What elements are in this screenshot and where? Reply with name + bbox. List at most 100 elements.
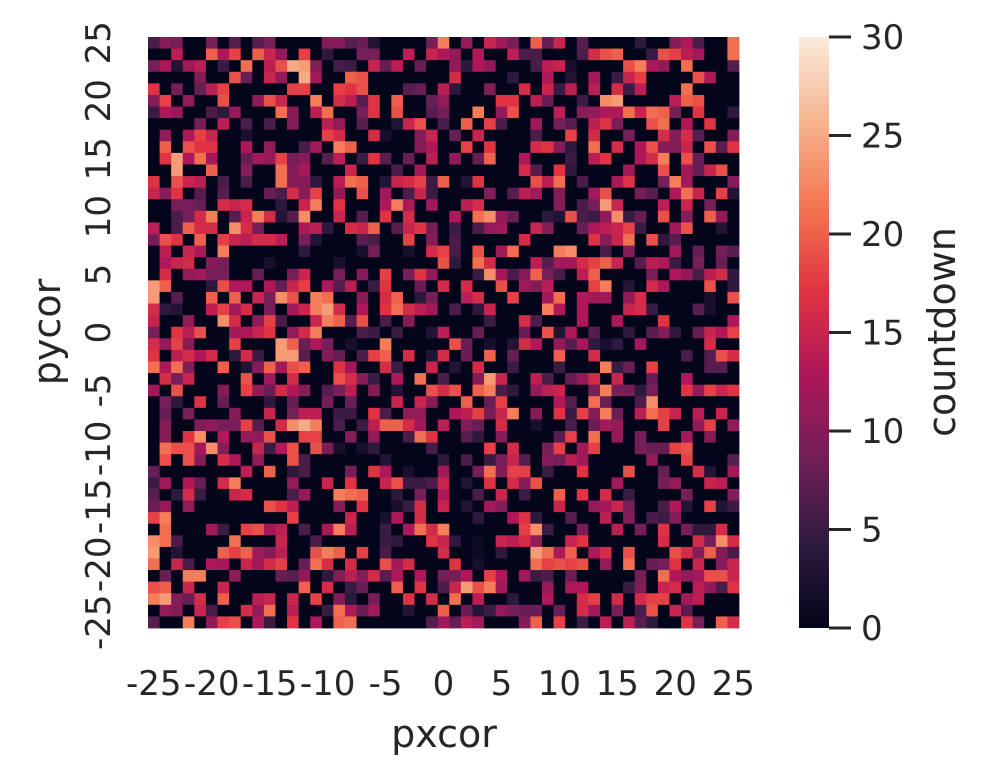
heatmap-cell — [484, 454, 496, 466]
heatmap-cell — [206, 570, 218, 582]
heatmap-cell — [252, 153, 264, 165]
heatmap-cell — [264, 605, 276, 617]
heatmap-cell — [345, 304, 357, 316]
heatmap-cell — [530, 164, 542, 176]
heatmap-cell — [380, 72, 392, 84]
heatmap-cell — [171, 118, 183, 130]
heatmap-cell — [275, 570, 287, 582]
heatmap-cell — [229, 350, 241, 362]
heatmap-cell — [507, 361, 519, 373]
heatmap-cell — [727, 164, 739, 176]
heatmap-cell — [612, 49, 624, 61]
heatmap-cell — [600, 130, 612, 142]
heatmap-cell — [554, 385, 566, 397]
heatmap-cell — [472, 83, 484, 95]
heatmap-cell — [704, 107, 716, 119]
heatmap-cell — [623, 107, 635, 119]
heatmap-cell — [658, 419, 670, 431]
heatmap-cell — [264, 257, 276, 269]
heatmap-cell — [727, 83, 739, 95]
heatmap-cell — [612, 582, 624, 594]
heatmap-cell — [716, 396, 728, 408]
heatmap-cell — [287, 234, 299, 246]
y-axis-label: pycor — [25, 278, 69, 385]
heatmap-cell — [415, 234, 427, 246]
heatmap-cell — [403, 524, 415, 536]
heatmap-cell — [438, 107, 450, 119]
heatmap-cell — [600, 304, 612, 316]
heatmap-cell — [287, 49, 299, 61]
heatmap-cell — [264, 489, 276, 501]
heatmap-cell — [368, 512, 380, 524]
heatmap-cell — [658, 269, 670, 281]
heatmap-cell — [322, 558, 334, 570]
heatmap-cell — [530, 315, 542, 327]
heatmap-cell — [612, 37, 624, 49]
heatmap-cell — [635, 315, 647, 327]
heatmap-cell — [693, 37, 705, 49]
heatmap-cell — [380, 60, 392, 72]
heatmap-cell — [438, 199, 450, 211]
heatmap-cell — [588, 280, 600, 292]
heatmap-cell — [519, 130, 531, 142]
heatmap-cell — [183, 477, 195, 489]
heatmap-cell — [345, 95, 357, 107]
heatmap-cell — [357, 37, 369, 49]
heatmap-cell — [449, 454, 461, 466]
heatmap-cell — [357, 547, 369, 559]
heatmap-cell — [322, 37, 334, 49]
heatmap-cell — [368, 292, 380, 304]
heatmap-cell — [669, 222, 681, 234]
heatmap-cell — [472, 141, 484, 153]
heatmap-cell — [183, 188, 195, 200]
heatmap-cell — [229, 477, 241, 489]
heatmap-cell — [160, 501, 172, 513]
heatmap-cell — [403, 361, 415, 373]
heatmap-cell — [669, 489, 681, 501]
heatmap-cell — [368, 350, 380, 362]
heatmap-cell — [229, 107, 241, 119]
heatmap-cell — [588, 164, 600, 176]
heatmap-cell — [148, 408, 160, 420]
heatmap-cell — [438, 477, 450, 489]
y-tick-label: 10 — [79, 195, 119, 238]
heatmap-cell — [415, 95, 427, 107]
heatmap-cell — [275, 49, 287, 61]
heatmap-cell — [299, 188, 311, 200]
heatmap-cell — [241, 361, 253, 373]
heatmap-cell — [530, 524, 542, 536]
heatmap-cell — [229, 431, 241, 443]
heatmap-cell — [669, 501, 681, 513]
heatmap-cell — [727, 269, 739, 281]
heatmap-cell — [507, 570, 519, 582]
heatmap-cell — [554, 350, 566, 362]
heatmap-cell — [241, 107, 253, 119]
heatmap-cell — [693, 338, 705, 350]
heatmap-cell — [171, 83, 183, 95]
heatmap-cell — [704, 350, 716, 362]
heatmap-cell — [206, 246, 218, 258]
heatmap-cell — [148, 431, 160, 443]
heatmap-cell — [542, 605, 554, 617]
heatmap-cell — [160, 292, 172, 304]
heatmap-cell — [461, 466, 473, 478]
heatmap-cell — [681, 570, 693, 582]
heatmap-cell — [299, 246, 311, 258]
heatmap-cell — [727, 512, 739, 524]
heatmap-cell — [519, 373, 531, 385]
heatmap-cell — [252, 280, 264, 292]
heatmap-cell — [391, 605, 403, 617]
heatmap-cell — [380, 373, 392, 385]
heatmap-cell — [252, 443, 264, 455]
heatmap-cell — [299, 83, 311, 95]
heatmap-cell — [669, 188, 681, 200]
heatmap-cell — [449, 431, 461, 443]
heatmap-cell — [380, 489, 392, 501]
heatmap-cell — [252, 211, 264, 223]
heatmap-cell — [461, 361, 473, 373]
heatmap-cell — [600, 234, 612, 246]
heatmap-cell — [693, 292, 705, 304]
heatmap-cell — [391, 373, 403, 385]
heatmap-cell — [472, 501, 484, 513]
heatmap-cell — [577, 95, 589, 107]
